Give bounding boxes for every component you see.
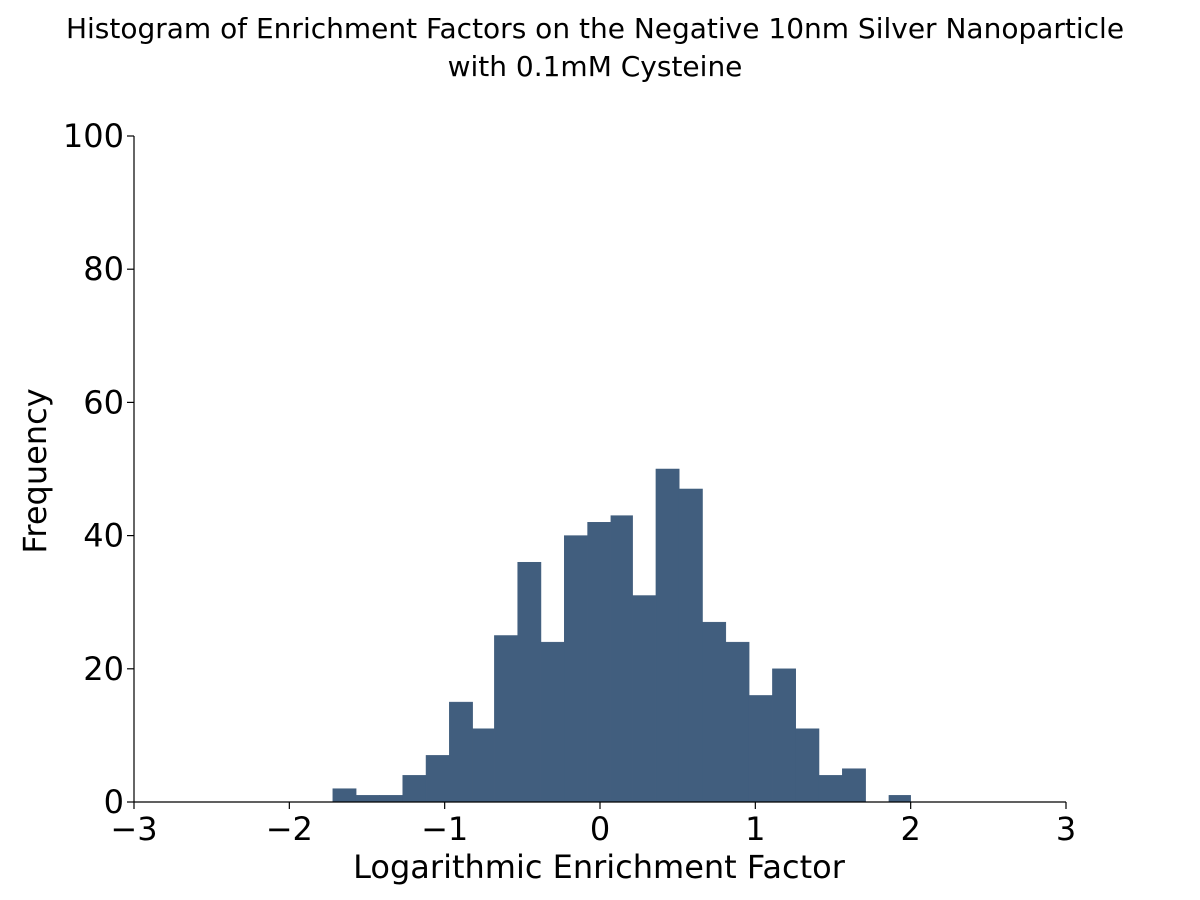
x-tick-label: 0	[590, 810, 610, 848]
histogram-bar	[818, 775, 843, 803]
histogram-bar	[587, 522, 612, 803]
x-tick-label: −2	[266, 810, 313, 848]
x-tick-label: 1	[745, 810, 765, 848]
histogram-bar	[564, 535, 588, 803]
histogram-bar	[655, 468, 680, 803]
histogram-bar	[632, 595, 657, 803]
histogram-bar	[725, 641, 750, 803]
x-tick-label: −1	[421, 810, 468, 848]
y-tick-label: 40	[83, 517, 124, 555]
chart-title-line-1: Histogram of Enrichment Factors on the N…	[65, 12, 1125, 45]
histogram-bar	[494, 635, 518, 803]
histogram-bar	[402, 775, 427, 803]
x-tick-label: −3	[110, 810, 157, 848]
y-axis-label: Frequency	[16, 388, 54, 553]
y-tick-label: 80	[83, 250, 124, 288]
histogram-bar	[449, 701, 473, 803]
chart-title-line-2: with 0.1mM Cysteine	[447, 50, 743, 83]
y-tick-label: 0	[104, 783, 124, 821]
histogram-bar	[772, 668, 796, 803]
histogram-bar	[748, 695, 773, 803]
x-tick-label: 3	[1056, 810, 1076, 848]
histogram-bar	[379, 795, 403, 803]
histogram-bar	[355, 795, 380, 803]
histogram-bar	[517, 561, 542, 803]
chart-title: Histogram of Enrichment Factors on the N…	[0, 10, 1190, 86]
histogram-bar	[472, 728, 495, 803]
histogram-bar	[540, 641, 565, 803]
y-tick-label: 20	[83, 650, 124, 688]
y-axis-ticks: 0 20 40 60 80 100	[63, 117, 134, 821]
x-axis-ticks: −3 −2 −1 0 1 2 3	[110, 802, 1076, 848]
histogram-bar	[332, 788, 357, 803]
histogram-bar	[888, 795, 911, 803]
histogram-bar	[425, 755, 450, 803]
x-axis-label: Logarithmic Enrichment Factor	[353, 848, 846, 886]
histogram-bars	[332, 468, 911, 803]
histogram-bar	[795, 728, 820, 803]
histogram-bar	[610, 515, 633, 803]
histogram-bar	[678, 488, 703, 803]
histogram-bar	[842, 768, 866, 803]
y-tick-label: 100	[63, 117, 124, 155]
histogram-bar	[702, 621, 727, 803]
x-tick-label: 2	[900, 810, 920, 848]
y-tick-label: 60	[83, 383, 124, 421]
